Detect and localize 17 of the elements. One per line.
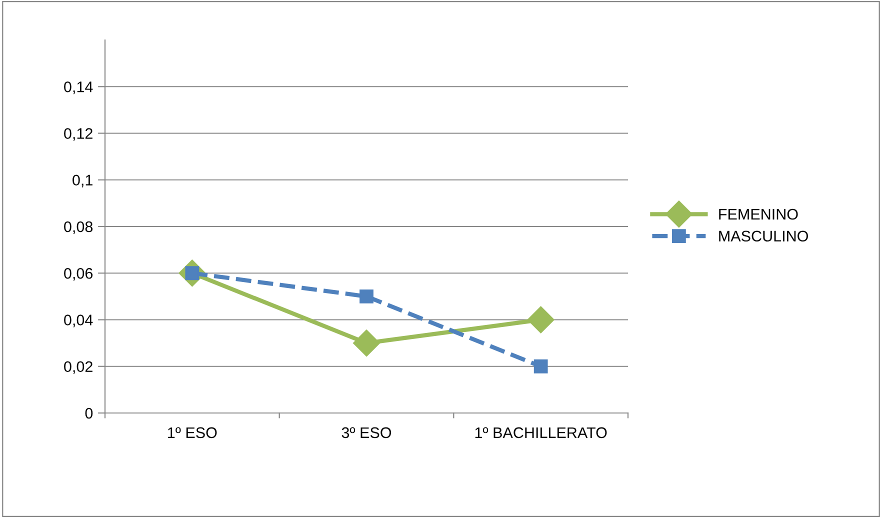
legend-label: FEMENINO [719,208,798,220]
y-tick-label: 0 [85,408,93,419]
x-tick-label: 3º ESO [342,427,392,438]
point [353,330,380,357]
x-tick-label: 1º ESO [168,427,217,438]
y-tick-label: 0,04 [64,314,93,328]
point [527,306,554,334]
point [534,359,548,374]
y-tick-label: 0,12 [64,128,92,141]
y-tick-label: 0,02 [64,361,92,374]
point [360,289,374,304]
y-tick-label: 0,06 [64,268,93,281]
y-tick-label: 0,1 [72,174,92,188]
x-tick-label: 1º BACHILLERATO [475,427,607,438]
y-tick-label: 0,08 [64,221,93,234]
y-tick-label: 0,14 [64,81,93,94]
legend-label: MASCULINO [719,230,808,242]
